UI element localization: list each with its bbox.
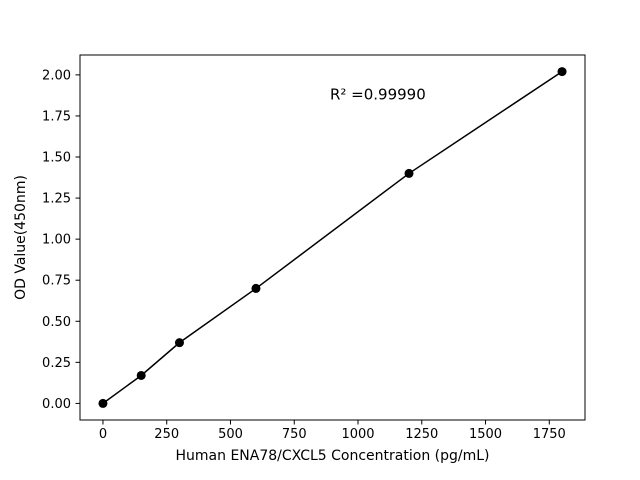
x-tick-label: 1000 bbox=[341, 427, 374, 442]
y-axis-label: OD Value(450nm) bbox=[13, 175, 29, 300]
y-tick-label: 1.50 bbox=[42, 151, 71, 166]
x-tick-label: 250 bbox=[154, 427, 179, 442]
data-point bbox=[174, 338, 184, 348]
y-tick-label: 0.50 bbox=[42, 315, 71, 330]
data-point bbox=[251, 283, 261, 293]
y-tick-label: 1.25 bbox=[42, 192, 71, 207]
data-point bbox=[557, 67, 567, 77]
x-tick-label: 0 bbox=[99, 427, 107, 442]
y-tick-label: 1.00 bbox=[42, 233, 71, 248]
x-tick-label: 1250 bbox=[405, 427, 438, 442]
data-point bbox=[98, 398, 108, 408]
x-tick-label: 500 bbox=[218, 427, 243, 442]
x-tick-label: 1500 bbox=[469, 427, 502, 442]
data-point bbox=[136, 370, 146, 380]
plot-border bbox=[79, 54, 586, 421]
data-point bbox=[404, 168, 414, 178]
x-tick-label: 750 bbox=[282, 427, 307, 442]
y-tick-label: 0.25 bbox=[42, 356, 71, 371]
y-tick-label: 0.00 bbox=[42, 397, 71, 412]
y-tick-label: 0.75 bbox=[42, 274, 71, 289]
x-tick-label: 1750 bbox=[533, 427, 566, 442]
y-tick-label: 2.00 bbox=[42, 68, 71, 83]
curve-line bbox=[102, 70, 563, 405]
x-axis-label: Human ENA78/CXCL5 Concentration (pg/mL) bbox=[176, 448, 490, 464]
r-squared-annotation: R² =0.99990 bbox=[330, 86, 426, 104]
y-tick-label: 1.75 bbox=[42, 109, 71, 124]
